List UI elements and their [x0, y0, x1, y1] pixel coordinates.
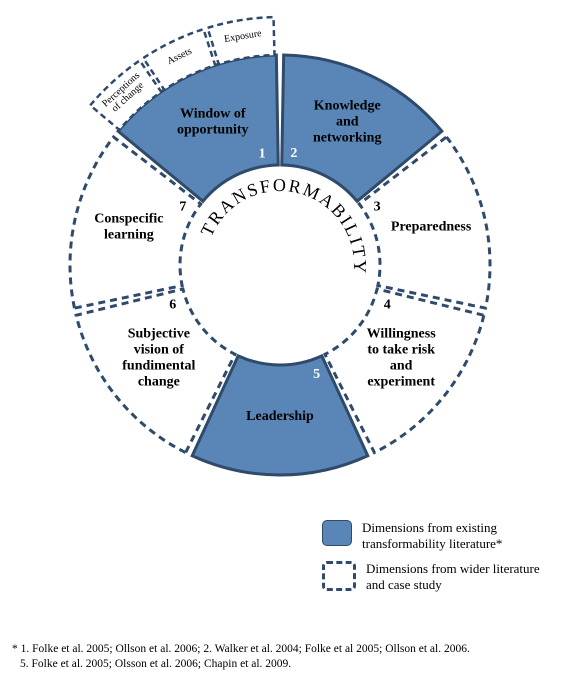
legend-swatch-filled	[322, 520, 352, 546]
legend-row-filled: Dimensions from existing transformabilit…	[322, 520, 546, 553]
segment-label-3: Preparedness	[391, 220, 472, 235]
footnotes: * 1. Folke et al. 2005; Ollson et al. 20…	[12, 642, 564, 673]
segment-number-5: 5	[313, 367, 320, 382]
legend-swatch-dashed	[322, 561, 356, 591]
segment-number-3: 3	[374, 199, 381, 214]
segment-label-1: Window ofopportunity	[177, 106, 249, 137]
legend-text-dashed: Dimensions from wider literature and cas…	[366, 561, 546, 594]
segment-number-6: 6	[169, 298, 176, 313]
transformability-wheel: Window ofopportunity1Knowledgeandnetwork…	[0, 0, 576, 520]
legend-row-dashed: Dimensions from wider literature and cas…	[322, 561, 546, 594]
footnote-line-2: 5. Folke et al. 2005; Olsson et al. 2006…	[12, 657, 564, 673]
segment-number-2: 2	[290, 146, 297, 161]
legend: Dimensions from existing transformabilit…	[322, 520, 546, 601]
segment-label-7: Conspecificlearning	[94, 212, 163, 243]
footnote-line-1: * 1. Folke et al. 2005; Ollson et al. 20…	[12, 642, 564, 658]
legend-text-filled: Dimensions from existing transformabilit…	[362, 520, 542, 553]
segment-number-1: 1	[259, 146, 266, 161]
segment-number-7: 7	[179, 199, 186, 214]
segment-number-4: 4	[384, 298, 391, 313]
segment-label-5: Leadership	[246, 409, 314, 424]
